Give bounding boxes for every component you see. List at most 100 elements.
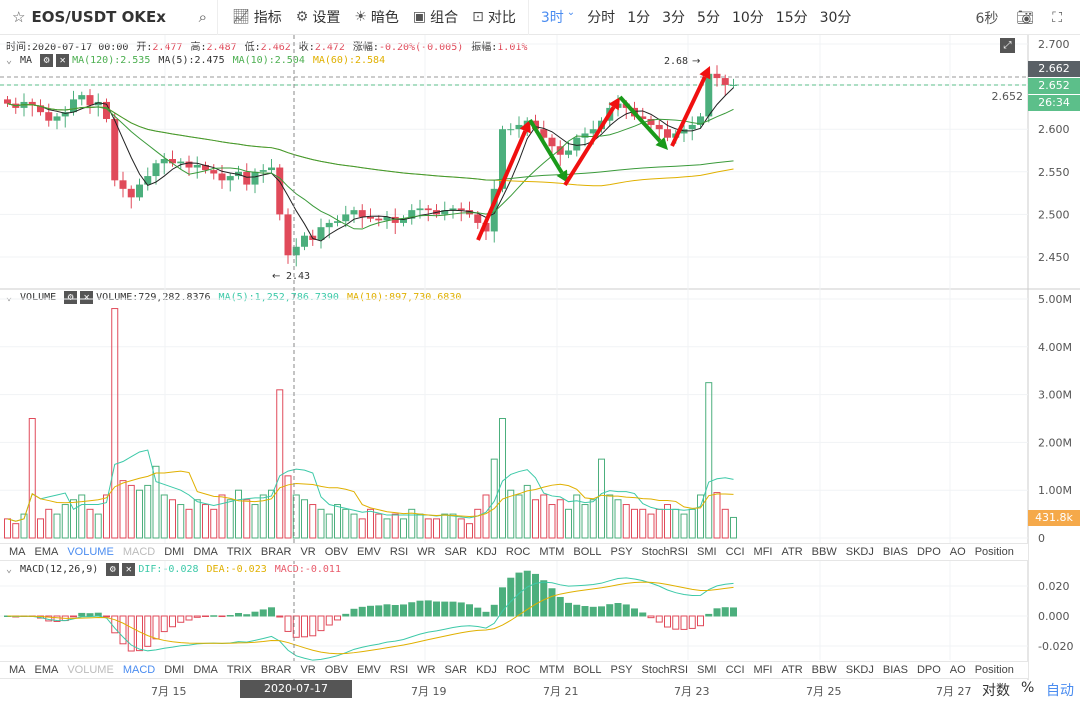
indicator-tab-position[interactable]: Position <box>974 546 1014 558</box>
indicator-tab-bbw[interactable]: BBW <box>811 546 837 558</box>
indicator-tab-dpo[interactable]: DPO <box>916 546 941 558</box>
period-4[interactable]: 5分 <box>697 10 720 26</box>
indicator-tab-vr[interactable]: VR <box>300 546 316 558</box>
period-6[interactable]: 15分 <box>775 10 808 26</box>
indicator-tab-macd[interactable]: MACD <box>122 664 156 676</box>
indicator-tab-mtm[interactable]: MTM <box>539 546 565 558</box>
indicator-tab-psy[interactable]: PSY <box>610 664 633 676</box>
indicator-tab-stochrsi[interactable]: StochRSI <box>641 546 689 558</box>
period-0[interactable]: 3时 <box>540 10 564 26</box>
indicator-tab-ema[interactable]: EMA <box>34 664 59 676</box>
indicator-tab-roc[interactable]: ROC <box>505 546 531 558</box>
collapse-icon[interactable]: ⌄ <box>6 564 13 575</box>
period-7[interactable]: 30分 <box>819 10 852 26</box>
period-1[interactable]: 分时 <box>587 10 616 26</box>
indicator-tab-rsi[interactable]: RSI <box>389 664 409 676</box>
indicator-tab-atr[interactable]: ATR <box>781 664 803 676</box>
indicator-tab-smi[interactable]: SMI <box>697 546 717 558</box>
trend-arrow[interactable] <box>528 118 568 183</box>
indicator-tab-obv[interactable]: OBV <box>324 546 348 558</box>
indicator-tab-ema[interactable]: EMA <box>34 546 59 558</box>
indicator-tab-cci[interactable]: CCI <box>725 546 745 558</box>
indicator-tab-volume[interactable]: VOLUME <box>67 546 114 558</box>
indicator-tab-brar[interactable]: BRAR <box>260 664 292 676</box>
indicator-tab-ao[interactable]: AO <box>949 664 966 676</box>
indicator-tab-rsi[interactable]: RSI <box>389 546 409 558</box>
indicator-tab-emv[interactable]: EMV <box>356 546 381 558</box>
close-icon[interactable]: ✕ <box>56 54 70 67</box>
indicator-tab-emv[interactable]: EMV <box>356 664 381 676</box>
toolbar-button-2[interactable]: ☀ 暗色 <box>354 7 399 27</box>
trend-arrow[interactable] <box>563 97 620 187</box>
fullscreen-icon[interactable]: ⛶ <box>1052 9 1062 26</box>
indicator-tab-boll[interactable]: BOLL <box>573 664 602 676</box>
indicator-tab-position[interactable]: Position <box>974 664 1014 676</box>
indicator-tab-ma[interactable]: MA <box>9 546 26 558</box>
indicator-tab-dmi[interactable]: DMI <box>164 664 185 676</box>
period-2[interactable]: 1分 <box>627 10 651 26</box>
percent-scale-toggle[interactable]: % <box>1021 680 1035 696</box>
indicator-tab-kdj[interactable]: KDJ <box>476 546 497 558</box>
toolbar-button-1[interactable]: ⚙ 设置 <box>296 7 341 27</box>
candle <box>466 201 473 218</box>
indicator-tab-dpo[interactable]: DPO <box>916 664 941 676</box>
indicator-tab-bias[interactable]: BIAS <box>882 664 908 676</box>
indicator-tab-ao[interactable]: AO <box>949 546 966 558</box>
indicator-tab-sar[interactable]: SAR <box>444 546 468 558</box>
collapse-icon[interactable]: ⌄ <box>6 292 13 303</box>
camera-icon[interactable]: 📷︎ <box>1016 9 1035 26</box>
indicator-tab-skdj[interactable]: SKDJ <box>845 664 874 676</box>
settings-icon[interactable]: ⚙ <box>106 563 120 576</box>
indicator-tab-wr[interactable]: WR <box>417 664 436 676</box>
indicator-tab-macd[interactable]: MACD <box>122 546 156 558</box>
chart-canvas[interactable]: 2.700 2.652 2.600 2.550 2.500 2.450 5.00M 4.00M… <box>0 0 1080 680</box>
indicator-tab-boll[interactable]: BOLL <box>573 546 602 558</box>
indicator-tab-psy[interactable]: PSY <box>610 546 633 558</box>
period-5[interactable]: 10分 <box>731 10 764 26</box>
indicator-tab-atr[interactable]: ATR <box>781 546 803 558</box>
indicator-tab-mfi[interactable]: MFI <box>753 664 773 676</box>
indicator-tab-skdj[interactable]: SKDJ <box>845 546 874 558</box>
close-icon[interactable]: ✕ <box>80 291 94 304</box>
indicator-tab-sar[interactable]: SAR <box>444 664 468 676</box>
trend-arrow[interactable] <box>670 66 711 147</box>
collapse-icon[interactable]: ⌄ <box>6 55 13 66</box>
log-scale-toggle[interactable]: 对数 <box>982 683 1010 699</box>
indicator-tab-bbw[interactable]: BBW <box>811 664 837 676</box>
toolbar-button-0[interactable]: 📈︎ 指标 <box>232 7 282 27</box>
indicator-tab-smi[interactable]: SMI <box>697 664 717 676</box>
indicator-tab-bias[interactable]: BIAS <box>882 546 908 558</box>
indicator-tab-dma[interactable]: DMA <box>193 664 218 676</box>
volume-bar <box>37 518 44 539</box>
indicator-tab-cci[interactable]: CCI <box>725 664 745 676</box>
toolbar-button-4[interactable]: ⊡ 对比 <box>472 7 516 27</box>
indicator-tab-ma[interactable]: MA <box>9 664 26 676</box>
trend-arrow[interactable] <box>618 95 668 150</box>
indicator-tab-wr[interactable]: WR <box>417 546 436 558</box>
indicator-tab-trix[interactable]: TRIX <box>226 546 252 558</box>
auto-scale-toggle[interactable]: 自动 <box>1046 683 1074 699</box>
search-icon[interactable]: ⌕ <box>198 8 207 26</box>
indicator-tab-trix[interactable]: TRIX <box>226 664 252 676</box>
settings-icon[interactable]: ⚙ <box>40 54 54 67</box>
symbol-selector[interactable]: ☆ EOS/USDT OKEx ⌕ <box>0 0 218 35</box>
indicator-tab-kdj[interactable]: KDJ <box>476 664 497 676</box>
indicator-tab-vr[interactable]: VR <box>300 664 316 676</box>
expand-icon[interactable]: ⤢ <box>1000 38 1015 53</box>
indicator-tab-volume[interactable]: VOLUME <box>67 664 114 676</box>
indicator-tab-dma[interactable]: DMA <box>193 546 218 558</box>
close-icon[interactable]: ✕ <box>122 563 136 576</box>
indicator-tab-stochrsi[interactable]: StochRSI <box>641 664 689 676</box>
star-icon[interactable]: ☆ <box>12 8 26 26</box>
indicator-tab-dmi[interactable]: DMI <box>164 546 185 558</box>
indicator-tab-brar[interactable]: BRAR <box>260 546 292 558</box>
indicator-tab-obv[interactable]: OBV <box>324 664 348 676</box>
indicator-tab-mfi[interactable]: MFI <box>753 546 773 558</box>
period-3[interactable]: 3分 <box>662 10 686 26</box>
settings-icon[interactable]: ⚙ <box>64 291 78 304</box>
trend-arrow[interactable] <box>476 120 531 241</box>
indicator-tab-mtm[interactable]: MTM <box>539 664 565 676</box>
indicator-tab-roc[interactable]: ROC <box>505 664 531 676</box>
chevron-down-icon[interactable]: ⌄ <box>566 7 576 18</box>
toolbar-button-3[interactable]: ▣ 组合 <box>413 7 458 27</box>
